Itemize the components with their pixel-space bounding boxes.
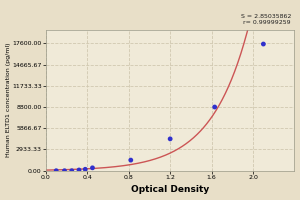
Point [76, 168, 81, 172]
Point [212, 105, 217, 109]
Point [168, 137, 172, 140]
Point [69, 169, 74, 172]
X-axis label: Optical Density: Optical Density [131, 185, 209, 194]
Point [54, 169, 58, 172]
Y-axis label: Human ELTD1 concentration (pg/ml): Human ELTD1 concentration (pg/ml) [6, 43, 10, 157]
Point [83, 168, 88, 171]
Point [90, 166, 95, 169]
Point [62, 169, 67, 172]
Text: S = 2.85035862
r= 0.99999259: S = 2.85035862 r= 0.99999259 [241, 14, 291, 25]
Point [128, 159, 133, 162]
Point [261, 42, 266, 46]
